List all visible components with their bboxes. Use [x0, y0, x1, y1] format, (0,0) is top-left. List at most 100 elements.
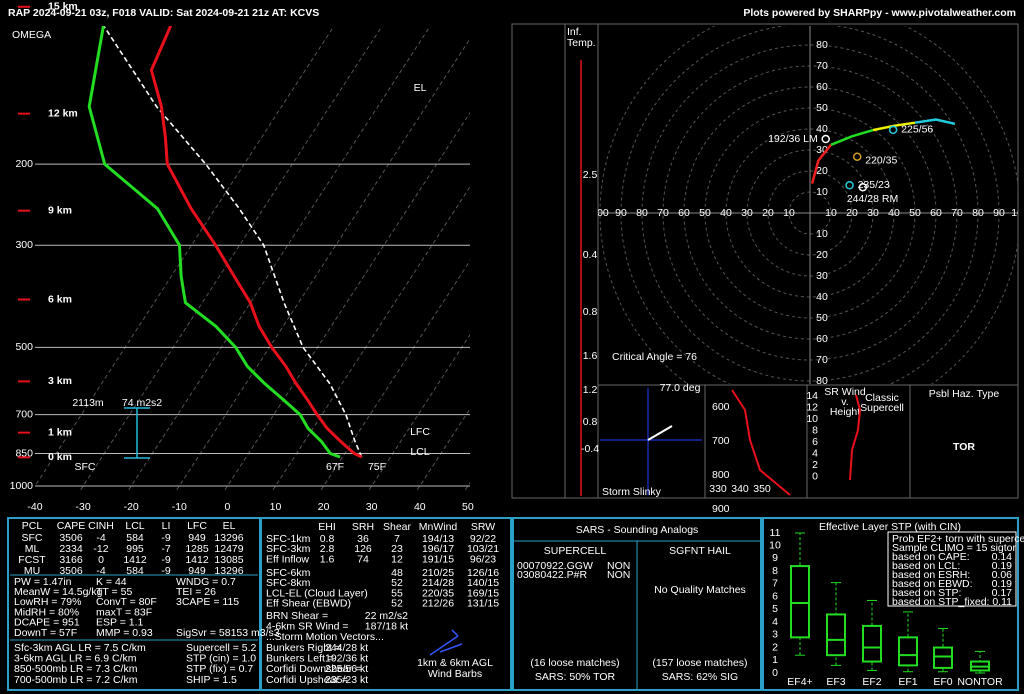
table-header: PCL	[22, 520, 43, 532]
height-label: 9 km	[48, 204, 72, 216]
stp-category: EF2	[862, 676, 881, 688]
srwind-title: SR Wind	[824, 386, 866, 398]
table-cell: 584	[126, 565, 144, 577]
barb-decor	[429, 629, 463, 656]
stp-y-tick: 3	[772, 629, 778, 641]
x-tick-label: 0	[224, 501, 230, 513]
index: LowRH = 79%	[14, 596, 81, 608]
kin-cell: 92/22	[470, 533, 496, 545]
height-label: 15 km	[48, 1, 78, 13]
kin-cell: 48	[391, 567, 403, 579]
box	[790, 565, 810, 639]
hodo-trace	[810, 144, 832, 184]
kin-cell: 2.8	[320, 543, 335, 555]
inf-title: Inf.	[567, 26, 582, 38]
table-cell: 995	[126, 543, 144, 555]
annotation: SFC	[75, 461, 96, 473]
kin-cell: 212/26	[422, 598, 454, 610]
isotherm	[126, 26, 431, 492]
stp-category: EF1	[898, 676, 917, 688]
table-cell: -9	[161, 565, 170, 577]
x-tick-label: 40	[414, 501, 426, 513]
storm-motion	[858, 182, 868, 192]
hodo-y-tick: 20	[816, 249, 828, 261]
theta-p: 600	[712, 401, 730, 413]
table-cell: 3506	[59, 532, 83, 544]
motion-value: 244/28 kt	[325, 642, 368, 654]
index: ConvT = 80F	[96, 596, 157, 608]
stp-legend-label: based on LCL:	[892, 560, 960, 572]
kin-cell: 36	[357, 533, 369, 545]
kin-cell: SFC-6km	[266, 567, 311, 579]
stp-y-tick: 1	[772, 654, 778, 666]
stp-y-tick: 7	[772, 578, 778, 590]
motion-value: 235/23 kt	[325, 674, 368, 686]
kin-header: MnWind	[419, 521, 458, 533]
height-label: 6 km	[48, 293, 72, 305]
barb-note: Wind Barbs	[428, 668, 482, 680]
table-cell: 949	[188, 532, 206, 544]
storm-motion-label: 244/28 RM	[847, 193, 898, 205]
isotherm	[35, 26, 335, 487]
hodo-y-tick: 70	[816, 60, 828, 72]
parcel-profile	[102, 26, 363, 458]
index: maxT = 83F	[96, 606, 152, 618]
kin-cell: 196/17	[422, 543, 454, 555]
x-tick-label: 30	[366, 501, 378, 513]
composite: STP (cin) = 1.0	[186, 652, 256, 664]
height-label: 3 km	[48, 375, 72, 387]
srwind-tick: 8	[812, 424, 818, 436]
table-cell: ML	[25, 543, 40, 555]
stp-legend-value: 0.19	[992, 578, 1013, 590]
kin-header: SRW	[471, 521, 495, 533]
hodo-y-tick: 50	[816, 312, 828, 324]
theta-p: 800	[712, 469, 730, 481]
table-cell: 2334	[59, 543, 83, 555]
table-header: EL	[223, 520, 236, 532]
stp-y-tick: 4	[772, 616, 778, 628]
stp-y-tick: 2	[772, 641, 778, 653]
kin-cell: Eff Inflow	[266, 553, 309, 565]
hodo-y-tick: 60	[816, 333, 828, 345]
stp-y-tick: 10	[769, 540, 781, 552]
theta-p: 900	[712, 503, 730, 515]
kin-header: Shear	[383, 521, 412, 533]
table-cell: -4	[96, 532, 105, 544]
hodo-x-tick: 10	[783, 207, 795, 219]
kin-cell: 126/16	[467, 567, 499, 579]
hodo-y-tick: 20	[816, 165, 828, 177]
skewt-plot	[35, 26, 470, 492]
srwind-tick: 4	[812, 447, 818, 459]
table-cell: -9	[161, 554, 170, 566]
kin-cell: LCL-EL (Cloud Layer)	[266, 587, 368, 599]
motion-label: Corfidi Downshear =	[266, 663, 361, 675]
index: K = 44	[96, 576, 127, 588]
sars-loose: (16 loose matches)	[530, 657, 619, 669]
slinky-decor	[600, 388, 702, 495]
table-cell: 3506	[59, 565, 83, 577]
hodo-x-tick: 100	[1011, 207, 1024, 219]
srwind-title: v.	[841, 396, 848, 408]
kin-cell: 169/15	[467, 587, 499, 599]
inf-label: 0.8	[583, 416, 598, 428]
motion-title: ...Storm Motion Vectors...	[266, 631, 384, 643]
annotation: EL	[414, 82, 427, 94]
kin-cell: 126	[354, 543, 372, 555]
height-label: 1 km	[48, 426, 72, 438]
x-tick-label: 20	[318, 501, 330, 513]
kin-cell: 210/25	[422, 567, 454, 579]
kin-cell: 0.8	[320, 533, 335, 545]
srwind-tick: 14	[806, 390, 818, 402]
index: DCAPE = 951	[14, 617, 80, 629]
y-tick-label: 300	[15, 239, 33, 251]
srwind-tick: 6	[812, 436, 818, 448]
hodo-x-tick: 50	[909, 207, 921, 219]
isotherm	[367, 333, 470, 492]
y-tick-label: 1000	[10, 480, 34, 492]
box	[862, 624, 882, 663]
hodo-x-tick: 20	[762, 207, 774, 219]
hodo-x-tick: 40	[720, 207, 732, 219]
annotation: LFC	[410, 426, 430, 438]
kin-cell: 140/15	[467, 577, 499, 589]
box	[933, 646, 953, 669]
